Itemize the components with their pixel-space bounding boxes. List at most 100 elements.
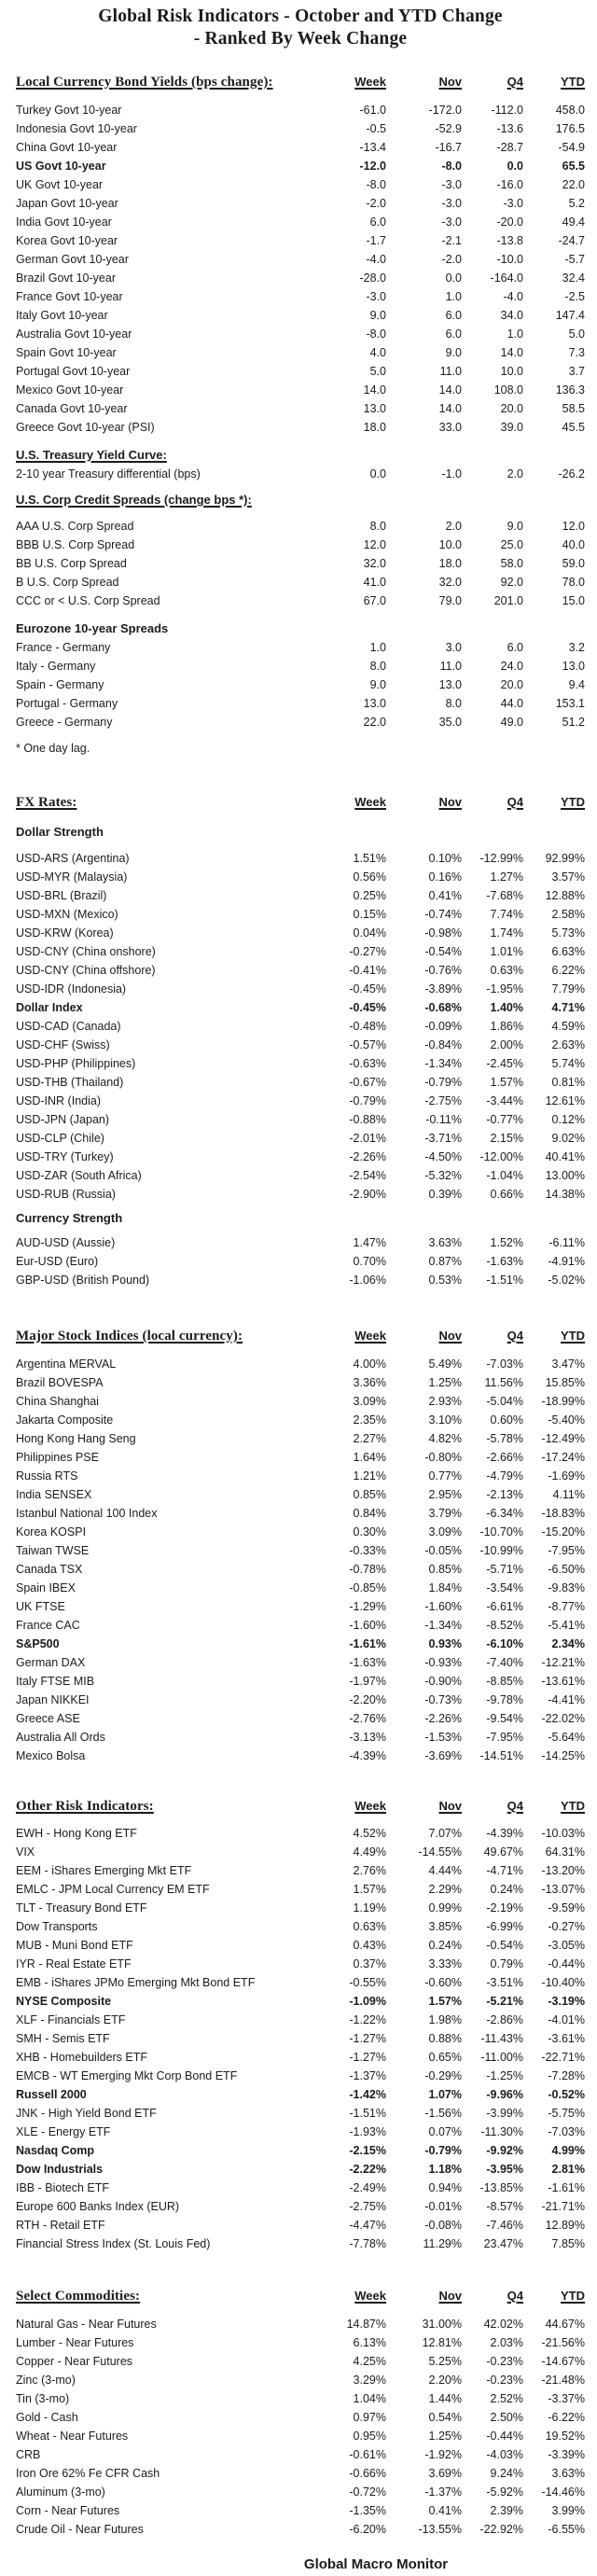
rows-us-treasury-yield-curve: 2-10 year Treasury differential (bps) 0.0… [16,465,585,483]
value-q4: -9.54% [486,1712,523,1725]
value-nov: -0.80% [424,1451,462,1464]
value-q4: -20.0 [496,216,524,229]
row-label: Italy FTSE MIB [16,1675,95,1688]
row-label: Korea Govt 10-year [16,234,118,247]
value-ytd: -6.50% [548,1563,585,1576]
value-week: 0.0 [369,467,386,480]
value-week: 1.57% [353,1883,386,1896]
value-nov: 11.0 [439,365,462,378]
value-q4: -2.19% [486,1901,523,1915]
row-label: XHB - Homebuilders ETF [16,2051,148,2064]
value-q4: -7.03% [486,1358,523,1371]
row-label: US Govt 10-year [16,160,106,173]
value-week: -3.0 [366,290,386,303]
value-week: -7.78% [349,2237,386,2250]
row-label: German Govt 10-year [16,253,129,266]
value-week: 0.85% [353,1488,386,1501]
value-q4: -4.39% [486,1827,523,1840]
value-ytd: -5.02% [548,1274,585,1287]
value-nov: 2.93% [428,1395,462,1408]
value-week: -1.61% [349,1637,386,1650]
row-france-cac: France CAC -1.60% -1.34% -8.52% -5.41% [16,1616,585,1635]
row-emlc-jpm-local-currency-em-etf: EMLC - JPM Local Currency EM ETF 1.57% 2.2… [16,1880,585,1899]
value-q4: 11.56% [484,1376,523,1389]
value-week: 3.29% [353,2374,386,2387]
value-ytd: 9.02% [551,1132,585,1145]
value-nov: -0.05% [424,1544,462,1557]
value-nov: 6.0 [445,327,462,341]
row-label: Wheat - Near Futures [16,2430,129,2443]
rows-select-commodities: Natural Gas - Near Futures 14.87% 31.00% 42… [16,2315,585,2539]
row-label: USD-PHP (Philippines) [16,1057,136,1070]
section-header-select-commodities: Select Commodities: Week Nov Q4 YTD [16,2287,585,2305]
value-week: -0.45% [349,982,386,996]
row-label: Zinc (3-mo) [16,2374,76,2387]
row-usd-krw-korea: USD-KRW (Korea) 0.04% -0.98% 1.74% 5.73% [16,924,585,942]
value-q4: -1.63% [486,1255,523,1268]
column-header-label: Nov [438,1799,462,1813]
row-xle-energy-etf: XLE - Energy ETF -1.93% 0.07% -11.30% -7.03% [16,2123,585,2141]
rows-other-risk-indicators: EWH - Hong Kong ETF 4.52% 7.07% -4.39% -10.0… [16,1824,585,2253]
row-label: XLF - Financials ETF [16,2013,126,2026]
value-ytd: 3.47% [551,1358,585,1371]
value-ytd: 3.99% [551,2504,585,2517]
row-mexico-govt-10-year: Mexico Govt 10-year 14.0 14.0 108.0 136.3 [16,381,585,399]
value-q4: 9.0 [507,520,523,533]
value-ytd: -12.21% [541,1656,585,1669]
value-ytd: -5.41% [548,1619,585,1632]
section-title-eurozone-10-year-spreads: Eurozone 10-year Spreads [16,621,169,635]
value-q4: 1.86% [490,1020,523,1033]
value-ytd: -4.41% [548,1693,585,1706]
value-nov: -0.08% [424,2219,462,2232]
value-nov: 18.0 [438,557,462,570]
row-label: France CAC [16,1619,80,1632]
value-ytd: -9.59% [548,1901,585,1915]
row-label: France - Germany [16,641,111,654]
value-nov: -0.74% [424,908,462,921]
row-label: Corn - Near Futures [16,2504,120,2517]
row-label: XLE - Energy ETF [16,2125,111,2138]
value-week: 0.37% [353,1957,386,1970]
value-week: -2.0 [366,197,386,210]
value-week: -3.13% [349,1731,386,1744]
value-ytd: -21.71% [541,2200,585,2213]
row-label: Dow Industrials [16,2163,104,2176]
value-week: -0.33% [349,1544,386,1557]
value-week: 0.84% [353,1507,386,1520]
value-nov: 0.41% [428,889,462,902]
column-header-nov: Nov [386,73,462,91]
row-russell-2000: Russell 2000 -1.42% 1.07% -9.96% -0.52% [16,2085,585,2104]
rows-dollar-strength: USD-ARS (Argentina) 1.51% 0.10% -12.99% 92.9… [16,849,585,1204]
value-ytd: 5.2 [568,197,585,210]
value-ytd: 15.0 [562,594,585,607]
row-label: India Govt 10-year [16,216,112,229]
row-usd-cny-china-onshore: USD-CNY (China onshore) -0.27% -0.54% 1.01%… [16,942,585,961]
value-week: 0.56% [353,870,386,884]
value-q4: 0.60% [490,1413,523,1427]
value-q4: 1.74% [490,926,523,940]
value-week: 1.64% [353,1451,386,1464]
value-ytd: -21.48% [541,2374,585,2387]
value-q4: 49.67% [483,1845,523,1859]
value-nov: 1.57% [428,1995,462,2008]
value-ytd: 3.57% [551,870,585,884]
row-india-govt-10-year: India Govt 10-year 6.0 -3.0 -20.0 49.4 [16,213,585,231]
value-week: -2.90% [349,1188,386,1201]
value-nov: 0.77% [428,1469,462,1483]
column-header-label: YTD [561,2289,585,2303]
row-label: Turkey Govt 10-year [16,104,122,117]
value-ytd: 13.00% [545,1169,585,1182]
value-nov: -2.26% [424,1712,462,1725]
value-q4: -11.30% [480,2125,523,2138]
value-q4: 2.0 [507,467,523,480]
value-nov: 2.20% [428,2374,462,2387]
row-label: Crude Oil - Near Futures [16,2523,144,2536]
row-label: Taiwan TWSE [16,1544,90,1557]
value-ytd: -22.02% [541,1712,585,1725]
row-label: Spain IBEX [16,1581,76,1594]
column-header-label: Q4 [507,1329,523,1343]
value-ytd: -24.7 [558,234,586,247]
section-title-select-commodities: Select Commodities: [16,2289,141,2304]
row-label: USD-THB (Thailand) [16,1076,124,1089]
value-nov: -0.93% [424,1656,462,1669]
